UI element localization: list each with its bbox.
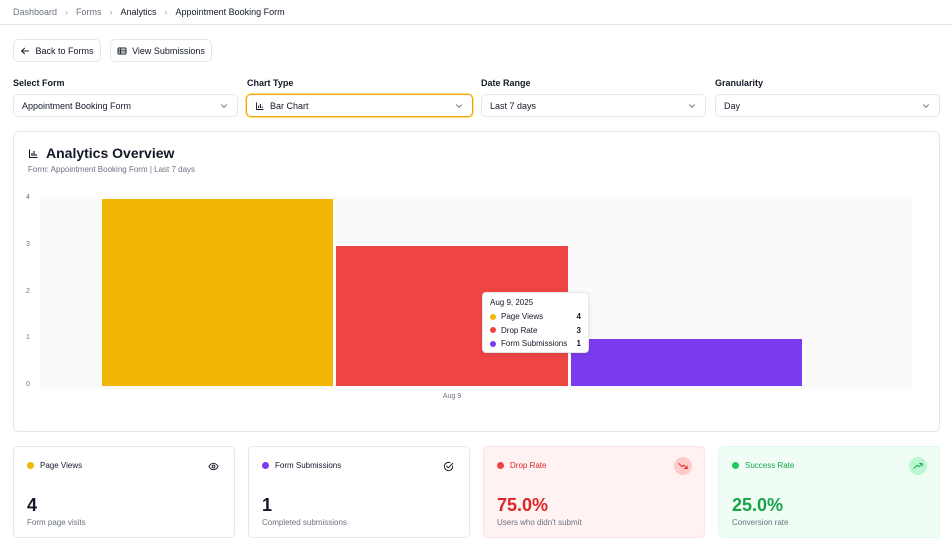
stat-label: Form Submissions <box>275 461 342 470</box>
stat-header: Page Views <box>27 461 82 470</box>
overview-subtitle: Form: Appointment Booking Form | Last 7 … <box>28 165 196 174</box>
tooltip-series-name: Drop Rate <box>501 325 538 335</box>
chart-tooltip: Aug 9, 2025 Page Views 4 Drop Rate 3 For… <box>482 292 589 353</box>
chevron-down-icon <box>221 103 227 108</box>
date-range-value: Last 7 days <box>490 100 537 111</box>
select-form-label: Select Form <box>13 78 65 88</box>
bar-chart-icon <box>256 102 264 110</box>
breadcrumb-dashboard[interactable]: Dashboard <box>13 7 58 17</box>
arrow-left-icon <box>20 46 30 56</box>
tooltip-series-value: 4 <box>576 312 581 322</box>
tooltip-date: Aug 9, 2025 <box>490 298 534 307</box>
stat-dot <box>27 462 34 469</box>
tooltip-dot <box>490 340 496 347</box>
stat-card-form-submissions: Form Submissions 1 Completed submissions <box>248 446 470 538</box>
tooltip-series-value: 3 <box>576 325 581 335</box>
stat-label: Page Views <box>40 461 83 470</box>
granularity-select[interactable]: Day <box>715 94 940 117</box>
trending-up-icon <box>909 457 927 475</box>
tooltip-series-value: 1 <box>576 339 581 349</box>
form-select-value: Appointment Booking Form <box>22 100 132 111</box>
stat-description: Conversion rate <box>732 518 789 527</box>
y-tick-label: 1 <box>26 334 30 342</box>
breadcrumb-current-form: Appointment Booking Form <box>175 7 285 17</box>
y-tick-label: 4 <box>26 194 30 201</box>
stat-description: Completed submissions <box>262 518 347 527</box>
chart-type-label: Chart Type <box>247 78 294 88</box>
analytics-overview-title: Analytics Overview <box>28 145 174 161</box>
granularity-label: Granularity <box>715 78 764 88</box>
stat-header: Success Rate <box>732 461 794 470</box>
tooltip-row: Form Submissions 1 <box>490 337 581 351</box>
tooltip-row: Drop Rate 3 <box>490 324 581 338</box>
stat-dot <box>732 462 739 469</box>
stat-dot <box>262 462 269 469</box>
breadcrumb-analytics[interactable]: Analytics <box>120 7 157 17</box>
overview-title-text: Analytics Overview <box>46 145 175 161</box>
analytics-overview-card: Analytics Overview Form: Appointment Boo… <box>13 131 940 432</box>
stat-header: Drop Rate <box>497 461 546 470</box>
bar-page-views[interactable] <box>102 199 334 386</box>
breadcrumb: Dashboard › Forms › Analytics › Appointm… <box>0 0 952 25</box>
granularity-value: Day <box>724 100 741 111</box>
chevron-down-icon <box>923 103 929 108</box>
chart-type-value: Bar Chart <box>270 100 309 111</box>
table-icon <box>117 46 127 56</box>
tooltip-dot <box>490 327 496 334</box>
chart-type-select[interactable]: Bar Chart <box>246 94 473 117</box>
tooltip-series-name: Page Views <box>501 312 544 322</box>
stat-value: 25.0% <box>732 495 784 515</box>
back-to-forms-button[interactable]: Back to Forms <box>13 39 101 62</box>
stat-dot <box>497 462 504 469</box>
y-tick-label: 2 <box>26 287 30 295</box>
tooltip-dot <box>490 313 496 320</box>
stat-value: 75.0% <box>497 495 549 515</box>
stat-description: Form page visits <box>27 518 86 527</box>
breadcrumb-forms[interactable]: Forms <box>76 7 102 17</box>
chevron-down-icon <box>456 103 462 108</box>
trending-down-icon <box>674 457 692 475</box>
tooltip-row: Page Views 4 <box>490 310 581 324</box>
stat-card-success-rate: Success Rate 25.0% Conversion rate <box>718 446 940 538</box>
bar-chart-icon <box>28 149 38 158</box>
back-to-forms-label: Back to Forms <box>35 45 94 56</box>
chevron-down-icon <box>689 103 695 108</box>
x-tick-label: Aug 9 <box>442 393 462 400</box>
stat-label: Success Rate <box>745 461 795 470</box>
stat-card-page-views: Page Views 4 Form page visits <box>13 446 235 538</box>
y-tick-label: 0 <box>26 381 30 388</box>
stat-value: 1 <box>262 495 273 515</box>
stat-header: Form Submissions <box>262 461 341 470</box>
date-range-select[interactable]: Last 7 days <box>481 94 706 117</box>
chevron-right-icon: › <box>65 7 69 17</box>
chevron-right-icon: › <box>164 7 168 17</box>
y-tick-label: 3 <box>26 240 30 248</box>
stat-value: 4 <box>27 495 38 515</box>
tooltip-series-name: Form Submissions <box>501 339 568 349</box>
check-circle-icon <box>439 457 457 475</box>
stat-label: Drop Rate <box>510 461 547 470</box>
bar-form-submissions[interactable] <box>570 339 802 386</box>
eye-icon <box>204 457 222 475</box>
date-range-label: Date Range <box>481 78 531 88</box>
view-submissions-label: View Submissions <box>132 45 205 56</box>
stat-card-drop-rate: Drop Rate 75.0% Users who didn't submit <box>483 446 705 538</box>
form-select[interactable]: Appointment Booking Form <box>13 94 238 117</box>
chevron-right-icon: › <box>109 7 113 17</box>
view-submissions-button[interactable]: View Submissions <box>110 39 212 62</box>
stat-description: Users who didn't submit <box>497 518 582 527</box>
